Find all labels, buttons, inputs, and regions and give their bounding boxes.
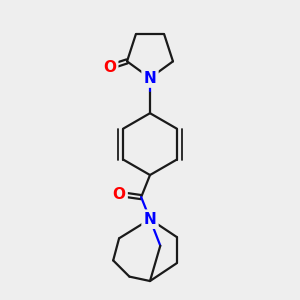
Text: N: N [144, 212, 156, 227]
Text: O: O [103, 59, 116, 74]
Text: O: O [112, 187, 126, 202]
Text: N: N [144, 70, 156, 86]
